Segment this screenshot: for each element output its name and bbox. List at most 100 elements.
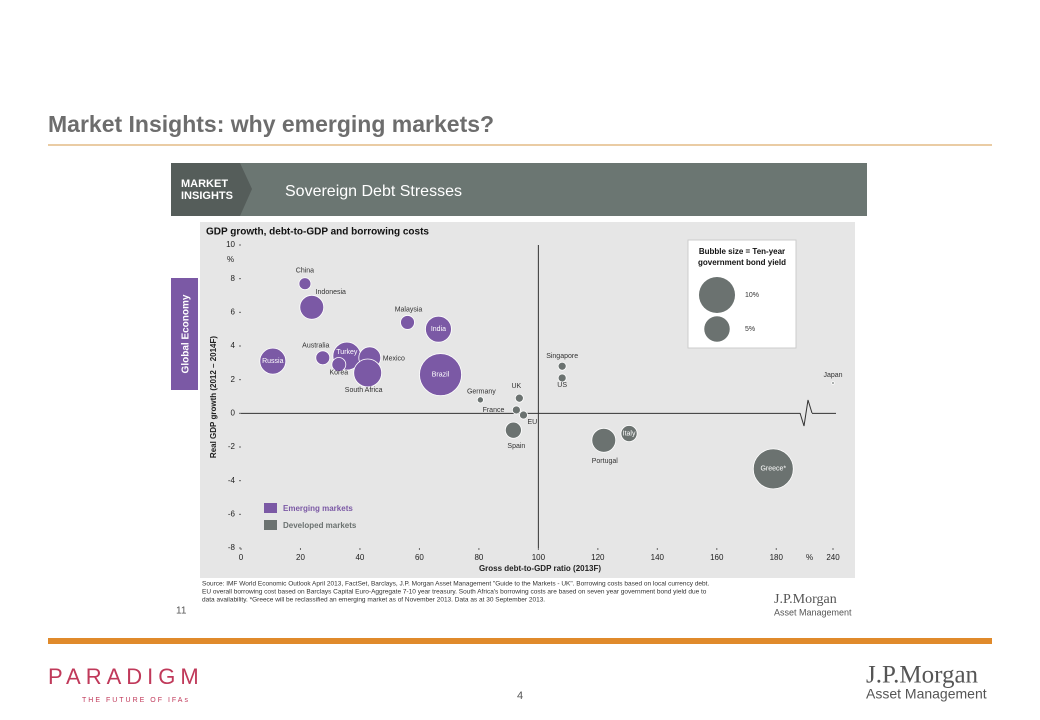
bubble-label: Italy [623,430,636,437]
bubble [299,294,325,320]
bubble [514,393,524,403]
bubble [504,421,522,439]
x-axis-label: Gross debt-to-GDP ratio (2013F) [479,564,601,573]
legend-label: Emerging markets [283,504,353,513]
size-legend-title: Bubble size = Ten-year [699,247,785,256]
bubble [315,350,331,366]
y-tick-label: 2 [231,375,236,384]
x-tick-label: 40 [355,553,364,562]
bubble [419,353,462,397]
x-unit: % [806,553,813,562]
bubble [425,315,452,343]
bubble-label: US [557,382,567,389]
x-tick-label: 80 [474,553,483,562]
y-tick-label: 6 [231,307,236,316]
size-legend-title: government bond yield [698,258,786,267]
bubble-label: China [296,268,314,275]
x-tick-label: 0 [239,553,244,562]
x-tick-label: 240 [826,553,840,562]
bubble-label: Mexico [383,356,405,363]
x-tick-label: 120 [591,553,605,562]
bubble-label: Australia [302,343,329,350]
side-tab [171,278,198,390]
bubble [259,347,287,375]
x-tick-label: 20 [296,553,305,562]
bubble-label: Turkey [336,349,358,356]
bubble-label: Korea [329,369,348,376]
badge-text: MARKET [181,178,228,190]
footer-jpm-sub: Asset Management [866,686,987,702]
bubble-label: UK [511,383,521,390]
y-tick-label: -2 [228,442,236,451]
bubble-label: Brazil [432,371,450,378]
bubble-label: Germany [467,389,496,396]
axis-break [799,399,813,427]
side-tab-text: Global Economy [181,294,192,373]
badge-text: INSIGHTS [181,190,233,202]
x-tick-label: 160 [710,553,724,562]
bubble [557,361,567,371]
bubble-label: India [431,326,446,333]
bubble [476,396,484,404]
bubble [519,410,528,420]
bubble [591,427,617,453]
bubble-label: Greece* [760,466,786,473]
bubble-label: Russia [262,358,284,365]
inner-logo-sub: Asset Management [774,607,852,617]
bubble [831,381,835,385]
y-tick-label: -4 [228,476,236,485]
size-legend-bubble [698,276,736,314]
bubble [557,373,567,383]
bubble-label: South Africa [345,387,383,394]
bubble [752,448,794,490]
y-tick-label: -8 [228,543,236,552]
bubble-label: France [483,407,505,414]
bubble-label: Portugal [592,458,619,465]
bubble [298,277,312,291]
bubble-label: Spain [507,443,525,450]
x-tick-label: 180 [770,553,784,562]
y-tick-label: 8 [231,274,236,283]
footer-bar [48,638,992,644]
y-tick-label: 10 [226,240,235,249]
badge [171,163,252,216]
bubble-label: Malaysia [395,306,423,313]
footer-jpm: J.P.Morgan [866,662,979,689]
y-tick-label: -6 [228,509,236,518]
slide-title: Market Insights: why emerging markets? [48,111,494,137]
bubble-label: Singapore [546,353,578,360]
source: Source: IMF World Economic Outlook April… [202,581,709,588]
bubble-label: EU [528,419,538,426]
chart-title: GDP growth, debt-to-GDP and borrowing co… [206,227,429,238]
bubble-label: Indonesia [316,289,346,296]
bubble [331,357,347,372]
source: data availability. *Greece will be recla… [202,597,545,604]
banner [171,163,867,216]
bubble [400,315,415,330]
legend-label: Developed markets [283,521,357,530]
bubble-label: Japan [823,372,842,379]
banner-title: Sovereign Debt Stresses [285,183,462,200]
footer-logo: PARADIGM [48,664,204,689]
page-number: 4 [517,690,523,702]
x-tick-label: 60 [415,553,424,562]
source: EU overall borrowing cost based on Barcl… [202,589,707,596]
size-legend-label: 5% [745,326,755,333]
size-legend-label: 10% [745,292,759,299]
y-axis-label: Real GDP growth (2012 – 2014F) [209,336,218,458]
x-tick-label: 140 [651,553,665,562]
size-legend-bubble [704,316,730,342]
y-tick-label: 0 [231,408,236,417]
footer-tagline: THE FUTURE OF IFAs [82,697,190,704]
y-unit: % [227,255,234,264]
legend-swatch [264,520,277,530]
y-tick-label: 4 [231,341,236,350]
bubble [620,425,638,442]
bubble [353,358,383,388]
x-tick-label: 100 [532,553,546,562]
slide-number: 11 [176,606,187,617]
legend-swatch [264,503,277,513]
bubble [511,405,521,415]
inner-logo: J.P.Morgan [774,592,837,607]
